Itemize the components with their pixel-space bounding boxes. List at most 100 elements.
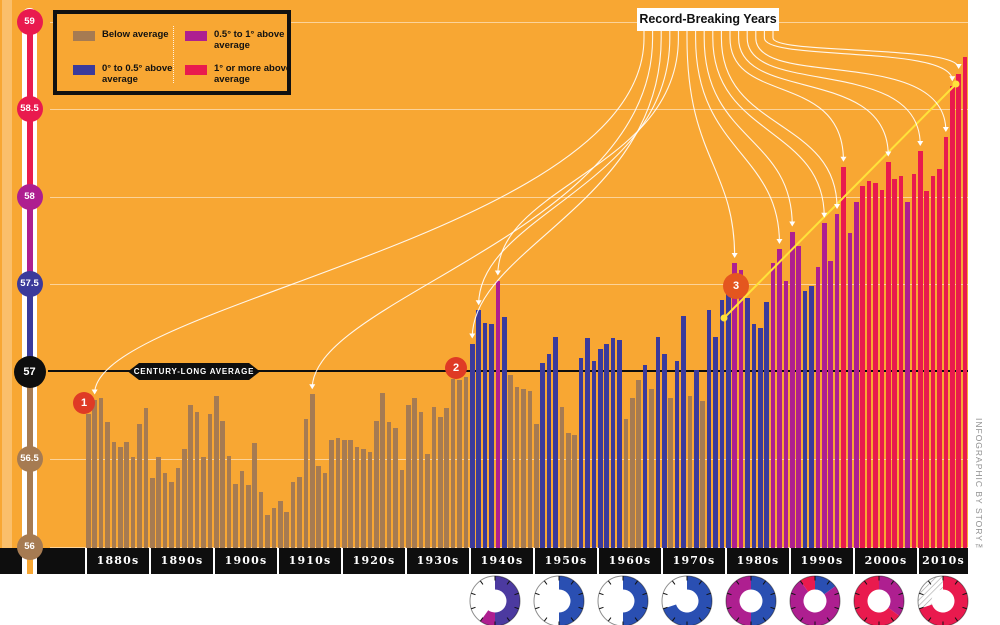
temp-bar-1909 (271, 508, 277, 548)
temp-bar-2008 (905, 201, 910, 548)
decade-label-1970s: 1970s (661, 548, 725, 574)
decade-label-1880s: 1880s (85, 548, 149, 574)
temp-bar-2010 (918, 151, 923, 548)
donut-tick (919, 592, 924, 596)
decade-axis-band: 1880s 1890s 1900s 1910s 1920s 1930s 1940s 1950s… (0, 548, 968, 574)
donut-tick (634, 580, 639, 585)
decade-label-1900s: 1900s (213, 548, 277, 574)
temp-bar-1971 (668, 397, 673, 548)
donut-2000s (852, 574, 906, 625)
temp-bar-1923 (361, 448, 366, 548)
temp-bar-1931 (412, 397, 417, 548)
temp-bar-1914 (303, 418, 309, 548)
donut-tick (863, 580, 868, 585)
donut-tick (898, 606, 903, 610)
donut-1990s (788, 574, 842, 625)
donut-tick (727, 606, 732, 610)
temp-bar-1880 (86, 413, 91, 548)
century-average-label: CENTURY-LONG AVERAGE (133, 367, 255, 376)
temp-bar-1982 (738, 270, 744, 548)
temp-bar-1983 (745, 298, 750, 548)
credit-watermark: INFOGRAPHIC BY STORY™ (974, 418, 984, 553)
temp-bar-1967 (642, 364, 648, 548)
temp-bar-1935 (438, 417, 443, 548)
legend-item-0-to-05: 0° to 0.5° above average (102, 63, 173, 86)
temp-bar-1917 (322, 473, 328, 548)
donut-segment (623, 576, 648, 625)
temp-bar-1990 (790, 231, 795, 548)
temp-bar-1980 (726, 292, 731, 548)
gridline-58.5 (50, 109, 968, 110)
temp-bar-1985 (758, 327, 763, 548)
temp-bar-1924 (367, 452, 373, 548)
donut-tick (642, 606, 647, 610)
temp-bar-1882 (98, 397, 104, 548)
temp-bar-1962 (610, 338, 616, 548)
temp-bar-1979 (719, 299, 725, 548)
donut-tick (799, 617, 804, 622)
donut-tick (855, 592, 860, 596)
donut-tick (762, 580, 767, 585)
temp-bar-1907 (258, 492, 264, 548)
donut-tick (762, 617, 767, 622)
temp-bar-1900 (214, 396, 219, 548)
temp-bar-1887 (130, 457, 136, 548)
temp-bar-1947 (514, 387, 520, 548)
temp-bar-1954 (559, 406, 565, 548)
donut-tick (863, 617, 868, 622)
temp-bar-2007 (898, 175, 904, 548)
century-average-banner: CENTURY-LONG AVERAGE (128, 363, 260, 380)
record-breaking-years-box: Record-Breaking Years (637, 8, 779, 31)
donut-segment (918, 576, 943, 609)
legend-box: Below average 0° to 0.5° above average 0… (53, 10, 291, 95)
temp-bar-2017 (962, 56, 968, 548)
temp-bar-1918 (329, 439, 334, 548)
donut-svg-1940s (469, 575, 521, 625)
temp-bar-2015 (950, 86, 955, 548)
decade-label-1920s: 1920s (341, 548, 405, 574)
temp-bar-1973 (681, 315, 686, 548)
temp-bar-1927 (386, 422, 392, 548)
donut-svg-1990s (789, 575, 841, 625)
donut-tick (898, 592, 903, 596)
temp-bar-1994 (815, 266, 821, 548)
donut-segment (919, 576, 968, 625)
temp-bar-1883 (105, 422, 110, 548)
left-sheen (2, 0, 12, 548)
temp-bar-1997 (834, 214, 840, 548)
temp-bar-1999 (847, 233, 853, 548)
temp-bar-1921 (348, 439, 353, 548)
donut-tick (570, 580, 575, 585)
temp-bar-1961 (604, 343, 609, 548)
temp-bar-1986 (764, 301, 769, 548)
milestone-badge-3: 3 (723, 273, 749, 299)
temp-bar-1894 (175, 467, 181, 548)
temp-bar-1965 (630, 397, 635, 548)
donut-tick (962, 592, 967, 596)
temp-bar-2002 (866, 180, 872, 548)
donut-tick (698, 617, 703, 622)
temp-bar-2012 (930, 175, 936, 548)
donut-svg-1960s (597, 575, 649, 625)
donut-tick (514, 606, 519, 610)
temp-bar-1981 (732, 263, 737, 548)
temp-bar-1972 (674, 361, 680, 548)
donut-tick (770, 606, 775, 610)
decade-label-1940s: 1940s (469, 548, 533, 574)
donut-svg-2010s (917, 575, 969, 625)
temp-bar-1995 (822, 222, 827, 548)
temp-bar-1922 (354, 446, 360, 548)
donut-segment (751, 576, 776, 625)
temp-bar-1968 (649, 389, 654, 548)
temp-bar-1913 (297, 476, 302, 548)
decade-label-1980s: 1980s (725, 548, 789, 574)
donut-tick (514, 592, 519, 596)
donut-tick (506, 580, 511, 585)
temp-bar-1963 (617, 340, 622, 548)
donut-tick (954, 580, 959, 585)
donut-tick (634, 617, 639, 622)
donut-segment (854, 576, 900, 625)
temp-bar-1944 (495, 280, 501, 548)
temp-bar-1932 (418, 411, 424, 548)
